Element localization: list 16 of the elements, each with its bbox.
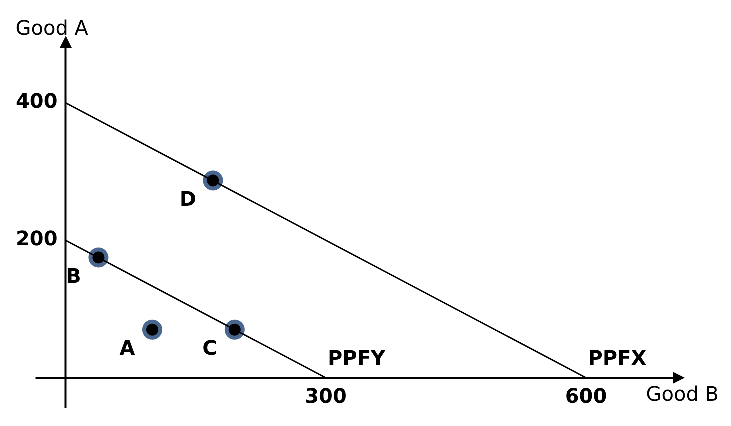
y-tick-label: 200 [16,226,58,251]
series-label: PPFX [588,346,648,370]
point [203,170,224,191]
annotation: B [66,264,82,288]
annotation: A [120,336,136,360]
point [224,320,245,340]
y-tick-label: 400 [16,89,58,114]
annotation: C [202,336,218,360]
point [88,248,109,268]
y-axis-title: Good A [16,16,89,40]
x-tick-label: 300 [305,384,347,408]
x-axis-title: Good B [646,382,719,406]
x-tick-label: 600 [565,384,608,408]
series-label: PPFY [328,346,386,370]
annotation: D [180,186,197,211]
point [142,320,162,340]
